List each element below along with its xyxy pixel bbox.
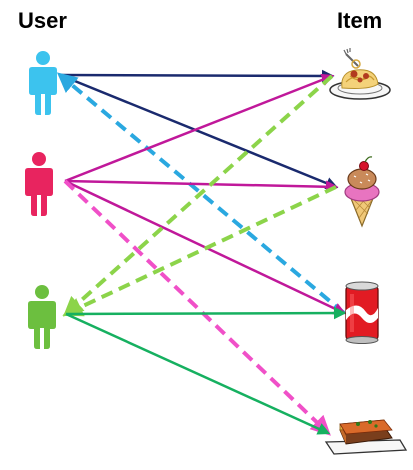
soda-can-icon	[345, 281, 379, 344]
lasagna-icon	[324, 419, 408, 455]
edge-item-spaghetti-to-user-green	[63, 74, 334, 317]
user-column-header: User	[18, 8, 67, 33]
edge-user-blue-to-item-ice-cream	[59, 73, 339, 190]
edge-user-red-to-item-spaghetti	[64, 73, 335, 183]
user-green-icon	[28, 285, 56, 349]
item-column-header: Item	[337, 8, 383, 33]
edge-user-red-to-item-ice-cream	[64, 179, 339, 194]
edge-user-red-to-item-lasagna	[63, 179, 331, 436]
user-red-icon	[25, 152, 53, 216]
edge-user-green-to-item-lasagna	[65, 312, 331, 435]
ice-cream-icon	[344, 156, 380, 228]
spaghetti-icon	[329, 48, 391, 100]
edge-item-ice-cream-to-user-green	[62, 185, 337, 317]
edge-user-green-to-item-soda-can	[65, 306, 347, 320]
user-blue-icon	[29, 51, 57, 115]
edge-user-blue-to-item-spaghetti	[59, 69, 335, 83]
edge-item-soda-can-to-user-blue	[56, 72, 346, 315]
edges-layer	[56, 69, 347, 436]
